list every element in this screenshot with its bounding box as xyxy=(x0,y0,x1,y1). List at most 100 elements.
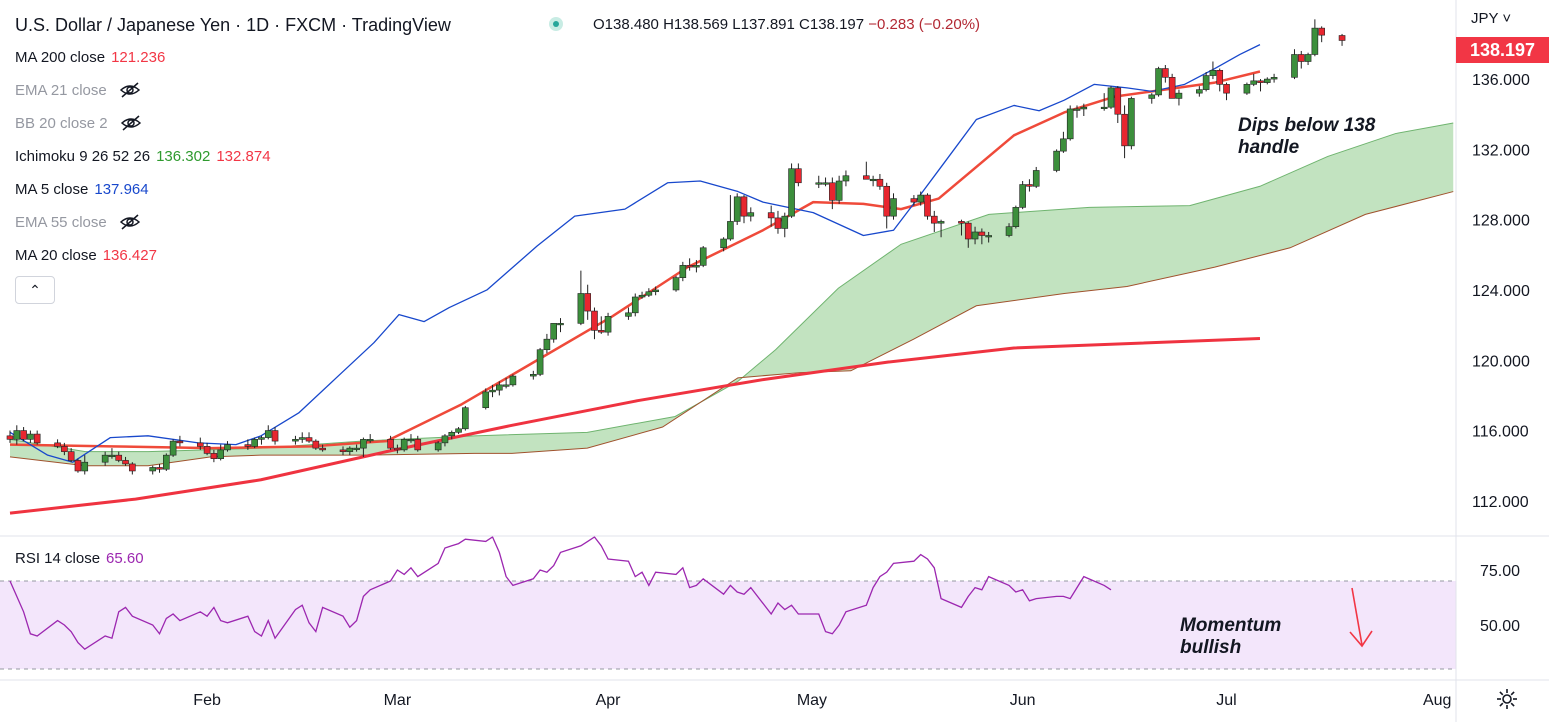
legend-bb20[interactable]: BB 20 close 2 xyxy=(15,115,142,133)
candle-body xyxy=(360,439,367,449)
legend-rsi[interactable]: RSI 14 close 65.60 xyxy=(15,550,144,567)
candle-body xyxy=(577,293,585,324)
candle-body xyxy=(441,435,449,444)
candle-body xyxy=(1243,84,1251,94)
candle-body xyxy=(733,196,741,222)
candle-body xyxy=(1257,80,1264,83)
down-arrow-shaft xyxy=(1351,587,1363,646)
hidden-eye-icon[interactable] xyxy=(119,214,141,230)
candle-body xyxy=(530,374,537,377)
candle-body xyxy=(550,323,557,340)
time-tick-label: May xyxy=(797,692,827,709)
collapse-legend-button[interactable]: ⌃ xyxy=(15,276,55,304)
legend-rsi-value: 65.60 xyxy=(106,550,144,567)
candle-body xyxy=(462,407,469,430)
price-tick-label: 116.000 xyxy=(1472,424,1529,441)
candle-body xyxy=(1270,77,1278,80)
candle-body xyxy=(67,451,75,461)
candle-body xyxy=(645,291,653,296)
last-price-label: 138.197 xyxy=(1456,37,1549,63)
candle-body xyxy=(781,215,789,229)
candle-body xyxy=(693,265,700,268)
candle-body xyxy=(20,430,27,440)
ichimoku-cloud-fill xyxy=(10,123,1454,466)
legend-ma5[interactable]: MA 5 close 137.964 xyxy=(15,181,149,199)
senkou-span-b xyxy=(9,191,1454,467)
change-value: −0.283 (−0.20%) xyxy=(868,16,981,33)
moving-average-lines xyxy=(9,44,1261,515)
candle-body xyxy=(400,439,408,451)
legend-ema55[interactable]: EMA 55 close xyxy=(15,214,141,232)
candle-body xyxy=(482,391,490,409)
candle-body xyxy=(509,375,517,386)
candle-body xyxy=(978,231,986,236)
candle-body xyxy=(1311,27,1319,55)
candle-body xyxy=(210,453,218,459)
legend-ma200[interactable]: MA 200 close 121.236 xyxy=(15,49,165,67)
candle-body xyxy=(686,265,693,268)
candle-body xyxy=(652,289,659,293)
candle-body xyxy=(387,439,394,449)
legend-ma20-value: 136.427 xyxy=(102,247,157,264)
legend-ichimoku[interactable]: Ichimoku 9 26 52 26 136.302 132.874 xyxy=(15,148,271,166)
candle-body xyxy=(1026,184,1033,187)
ma200-line xyxy=(9,336,1261,515)
legend-ichimoku-value2: 132.874 xyxy=(216,148,271,165)
candle-body xyxy=(163,454,170,470)
currency-selector[interactable]: JPY ˅ xyxy=(1471,10,1512,27)
market-status-icon xyxy=(549,17,563,31)
candle-body xyxy=(1318,27,1325,36)
time-tick-label: Aug xyxy=(1423,692,1451,709)
candle-body xyxy=(366,439,374,442)
rsi-band xyxy=(0,581,1456,669)
annotation-momentum-text: Momentum bullish xyxy=(1180,615,1281,658)
candle-body xyxy=(61,446,68,452)
candle-body xyxy=(740,196,748,217)
down-arrow-head xyxy=(1349,630,1373,648)
candle-body xyxy=(625,312,632,317)
candle-body xyxy=(638,294,646,298)
candle-body xyxy=(1263,78,1271,83)
candle-body xyxy=(149,467,157,472)
candle-body xyxy=(937,221,945,224)
candle-body xyxy=(924,194,931,217)
open-value: O138.480 xyxy=(593,16,659,33)
price-tick-label: 120.000 xyxy=(1472,353,1530,370)
candle-body xyxy=(767,212,775,219)
settings-gear-icon[interactable] xyxy=(1495,687,1519,711)
candle-body xyxy=(1121,113,1128,147)
candle-body xyxy=(842,175,850,182)
legend-ichimoku-value1: 136.302 xyxy=(156,148,211,165)
candle-body xyxy=(1338,35,1346,41)
legend-ema21[interactable]: EMA 21 close xyxy=(15,82,141,100)
price-tick-label: 136.000 xyxy=(1472,72,1530,89)
candle-body xyxy=(169,440,177,456)
candle-body xyxy=(407,439,415,442)
candle-body xyxy=(1128,98,1135,147)
candle-body xyxy=(863,175,870,180)
ma20-line xyxy=(9,70,1261,450)
candle-body xyxy=(1175,92,1183,99)
hidden-eye-icon[interactable] xyxy=(119,82,141,98)
candle-body xyxy=(33,433,41,444)
legend-ema55-label: EMA 55 close xyxy=(15,214,107,231)
legend-ma20[interactable]: MA 20 close 136.427 xyxy=(15,247,157,265)
candle-body xyxy=(312,440,320,449)
candle-body xyxy=(1162,68,1169,78)
candle-body xyxy=(536,349,544,375)
candle-body xyxy=(869,178,877,182)
candle-body xyxy=(1209,69,1217,76)
ma5-line xyxy=(9,44,1261,463)
candle-body xyxy=(557,323,564,326)
candle-body xyxy=(1114,87,1122,115)
candle-body xyxy=(196,442,204,447)
hidden-eye-icon[interactable] xyxy=(120,115,142,131)
candle-body xyxy=(1073,108,1081,111)
time-tick-label: Jun xyxy=(1010,692,1036,709)
candle-body xyxy=(156,467,163,470)
candle-body xyxy=(81,461,89,472)
low-value: L137.891 xyxy=(732,16,795,33)
candle-body xyxy=(27,433,34,440)
candlesticks xyxy=(6,19,1346,475)
